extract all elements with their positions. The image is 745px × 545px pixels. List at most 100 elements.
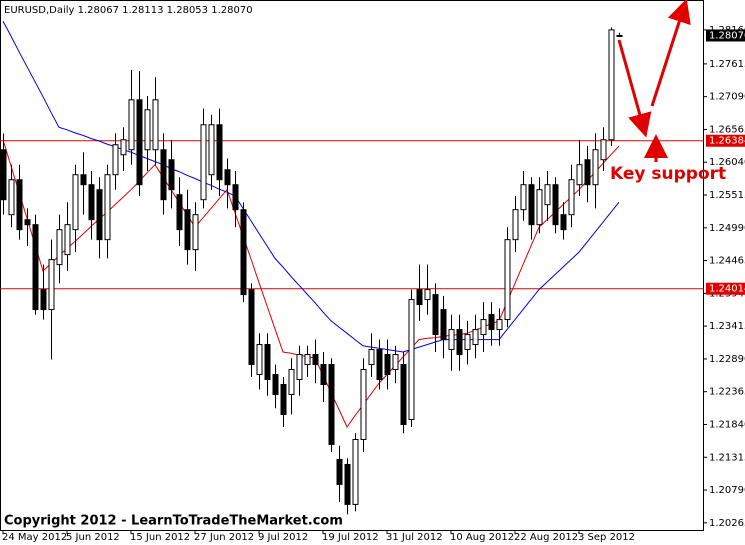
candle-body-up	[544, 184, 551, 206]
candle-body-down	[16, 179, 23, 231]
candle-body-up	[296, 354, 303, 381]
candle-body-up	[496, 319, 503, 331]
candle-body-down	[232, 184, 239, 211]
candle-body-down	[184, 209, 191, 251]
y-tick-label: 1.21840	[709, 419, 745, 430]
y-tick-label: 1.24990	[709, 223, 745, 234]
last-price-label: 1.28070	[709, 30, 745, 41]
candle-body-up	[600, 139, 607, 161]
candle-body-up	[56, 229, 63, 266]
candle-body-down	[88, 184, 95, 221]
candle-body-up	[408, 299, 415, 420]
candle-body-up	[424, 289, 431, 301]
candle-body-down	[80, 174, 87, 186]
x-tick-label: 5 Jun 2012	[66, 532, 120, 543]
candle-body-down	[264, 344, 271, 381]
chart-title: EURUSD,Daily 1.28067 1.28113 1.28053 1.2…	[4, 5, 253, 16]
candle-body-down	[456, 329, 463, 356]
candle-body-down	[560, 214, 567, 231]
arrow-down	[617, 39, 652, 138]
candle-body-down	[400, 364, 407, 425]
x-tick-label: 27 Jun 2012	[194, 532, 254, 543]
candle-body-down	[280, 384, 287, 415]
candle-body-up	[504, 239, 511, 321]
y-tick-label: 1.22890	[709, 354, 745, 365]
candle-body-down	[248, 289, 255, 366]
candle-body-up	[592, 149, 599, 186]
candle-body-up	[536, 189, 543, 226]
candle-body-down	[160, 149, 167, 201]
candle-body-down	[432, 294, 439, 336]
candle-body-up	[472, 329, 479, 346]
candle-body-up	[128, 99, 135, 151]
candle-body-up	[288, 369, 295, 396]
candle-body-up	[352, 438, 359, 505]
footer: Copyright 2012 - LearnToTradeTheMarket.c…	[4, 514, 343, 529]
candle-body-up	[480, 319, 487, 336]
candle-body-up	[72, 174, 79, 231]
candle-body-up	[208, 124, 215, 176]
y-tick-label: 1.22365	[709, 387, 745, 398]
candle-body-up	[192, 214, 199, 251]
arrow-up	[650, 0, 691, 107]
level-label: 1.26384	[709, 136, 745, 147]
candle-body-up	[392, 354, 399, 371]
candle-body-down	[168, 159, 175, 191]
level-label-box	[706, 134, 745, 147]
candle-body-down	[24, 219, 31, 226]
candle-body-up	[64, 224, 71, 256]
candle-body-down	[528, 184, 535, 226]
x-tick-label: 31 Jul 2012	[386, 532, 443, 543]
candle-body-up	[512, 209, 519, 241]
candle-body-down	[216, 124, 223, 181]
x-tick-label: 15 Jun 2012	[130, 532, 190, 543]
candle-body-down	[136, 99, 143, 186]
candle-body-up	[576, 164, 583, 186]
y-tick-label: 1.27090	[709, 92, 745, 103]
candle-body-down	[176, 194, 183, 231]
candle-body-down	[312, 354, 319, 366]
candle-body-up	[256, 344, 263, 376]
candle-body-up	[48, 259, 55, 311]
candle-body-up	[448, 329, 455, 351]
candle-body-down	[224, 169, 231, 186]
candle-body-up	[464, 334, 471, 351]
plot-layer	[0, 20, 703, 515]
candle-body-down	[488, 314, 495, 331]
level-label: 1.24014	[709, 284, 745, 295]
y-tick-label: 1.26565	[709, 124, 745, 135]
candle-body-down	[40, 289, 47, 311]
level-label-box	[706, 282, 745, 295]
candle-body-down	[240, 209, 247, 296]
candle-body-down	[0, 149, 7, 201]
candle-body-down	[328, 364, 335, 445]
candle-body-down	[32, 224, 39, 311]
plot-frame	[0, 0, 704, 531]
x-tick-label: 24 May 2012	[2, 532, 67, 543]
candle-body-up	[112, 144, 119, 176]
candle-body-up	[360, 369, 367, 440]
y-tick-label: 1.27615	[709, 59, 745, 70]
candle-body-down	[440, 309, 447, 341]
candle-body-up	[144, 109, 151, 151]
candle-body-down	[320, 364, 327, 386]
candle-body-down	[584, 159, 591, 186]
candle-body-up	[616, 34, 623, 37]
candle-body-up	[200, 124, 207, 201]
candle-body-up	[304, 354, 311, 366]
candle-body-down	[376, 349, 383, 381]
x-tick-label: 9 Jul 2012	[258, 532, 308, 543]
y-tick-label: 1.23415	[709, 321, 745, 332]
y-tick-label: 1.25515	[709, 190, 745, 201]
y-tick-label: 1.21315	[709, 452, 745, 463]
candle-body-down	[384, 354, 391, 376]
annotation: Key support	[610, 164, 726, 184]
moving-average	[2, 20, 620, 353]
candle-body-down	[416, 289, 423, 306]
candle-body-up	[520, 184, 527, 211]
y-tick-label: 1.20790	[709, 485, 745, 496]
y-tick-label: 1.24465	[709, 256, 745, 267]
y-tick-label: 1.26040	[709, 157, 745, 168]
